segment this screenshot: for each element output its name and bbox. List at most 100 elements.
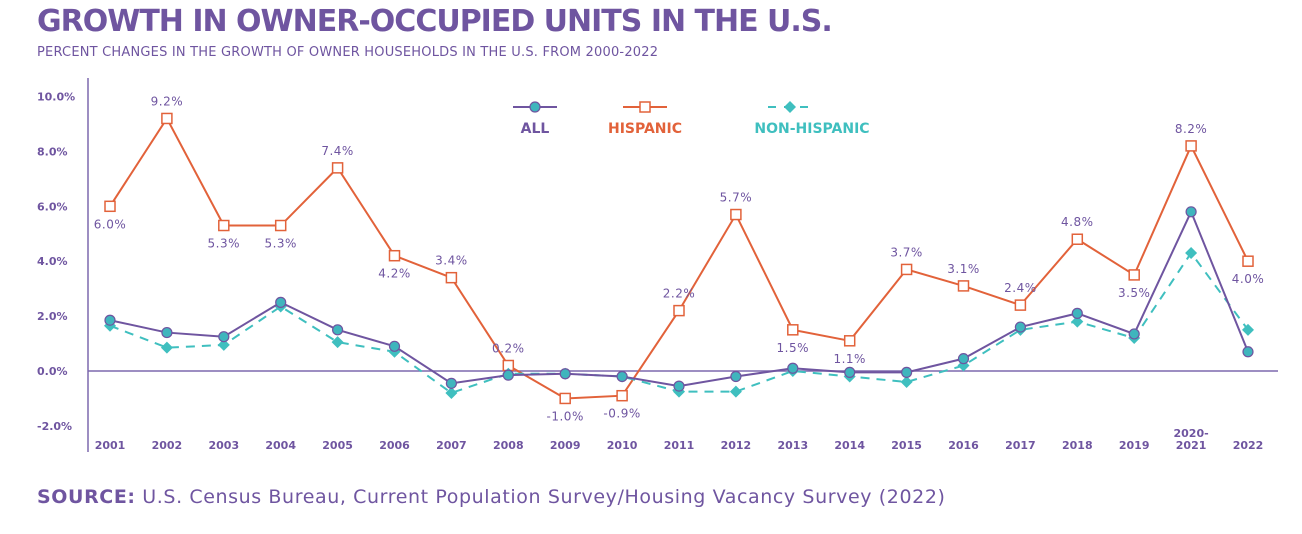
- data-label-hispanic: 5.7%: [720, 191, 753, 205]
- data-point-all: [900, 366, 913, 378]
- x-tick-label: 2008: [493, 439, 524, 452]
- data-point-hispanic: [616, 389, 628, 402]
- data-point-non-hispanic: [331, 336, 344, 349]
- data-point-hispanic: [445, 271, 458, 284]
- legend-label: HISPANIC: [608, 121, 682, 137]
- data-point-all: [1185, 206, 1197, 218]
- data-point-hispanic: [900, 263, 913, 276]
- x-tick-label: 2004: [265, 439, 296, 452]
- data-point-hispanic: [218, 219, 230, 232]
- data-point-all: [161, 326, 173, 339]
- data-point-non-hispanic: [900, 375, 913, 388]
- x-tick-label: 2003: [208, 439, 239, 452]
- data-label-hispanic: 4.0%: [1232, 272, 1265, 286]
- x-tick-label: 2010: [607, 439, 638, 452]
- legend-label: ALL: [521, 121, 550, 137]
- data-point-non-hispanic: [160, 341, 173, 354]
- data-label-hispanic: 3.1%: [947, 262, 980, 276]
- x-tick-label: 2022: [1233, 439, 1264, 452]
- data-point-hispanic: [559, 392, 571, 405]
- x-tick-label: 2019: [1119, 439, 1150, 452]
- x-tick-label: 2009: [550, 439, 581, 452]
- data-point-all: [104, 314, 116, 326]
- data-point-non-hispanic: [729, 385, 742, 398]
- data-label-hispanic: 2.4%: [1004, 281, 1037, 295]
- data-point-hispanic: [274, 219, 287, 232]
- data-label-hispanic: -1.0%: [547, 409, 584, 423]
- data-label-hispanic: 1.5%: [777, 341, 810, 355]
- x-tick-label: 2005: [322, 439, 353, 452]
- data-point-hispanic: [1185, 140, 1197, 152]
- data-point-hispanic: [388, 249, 401, 262]
- data-label-hispanic: -0.9%: [603, 407, 640, 421]
- data-point-all: [559, 368, 571, 380]
- x-tick-label: 2012: [721, 439, 752, 452]
- data-point-hispanic: [673, 304, 685, 317]
- data-point-non-hispanic: [1071, 315, 1084, 328]
- x-tick-label: 2020-: [1174, 427, 1209, 440]
- data-label-hispanic: 5.3%: [208, 237, 241, 251]
- x-tick-label: 2006: [379, 439, 410, 452]
- data-point-hispanic: [1242, 255, 1254, 267]
- data-point-all: [1014, 321, 1027, 333]
- x-tick-label: 2011: [664, 439, 695, 452]
- data-point-hispanic: [331, 162, 344, 174]
- data-label-hispanic: 5.3%: [264, 237, 297, 251]
- data-point-non-hispanic: [445, 386, 458, 399]
- data-point-hispanic: [843, 335, 856, 347]
- data-point-hispanic: [161, 112, 173, 125]
- data-point-all: [730, 370, 742, 383]
- data-point-all: [1071, 307, 1083, 319]
- data-point-hispanic: [1014, 299, 1027, 311]
- x-tick-label: 2017: [1005, 439, 1036, 452]
- data-point-hispanic: [1071, 233, 1084, 245]
- data-label-hispanic: 8.2%: [1175, 122, 1208, 136]
- x-tick-label: 2015: [891, 439, 922, 452]
- source-text: U.S. Census Bureau, Current Population S…: [135, 486, 946, 508]
- y-tick-label: 4.0%: [37, 255, 68, 268]
- data-label-hispanic: 7.4%: [321, 144, 354, 158]
- chart-title: GROWTH IN OWNER-OCCUPIED UNITS IN THE U.…: [37, 4, 833, 39]
- x-tick-label: 2007: [436, 439, 467, 452]
- data-point-all: [445, 377, 457, 389]
- y-tick-label: -2.0%: [37, 420, 72, 433]
- data-point-hispanic: [787, 324, 799, 336]
- data-point-hispanic: [730, 208, 742, 221]
- data-point-all: [218, 331, 230, 343]
- chart-subtitle: PERCENT CHANGES IN THE GROWTH OF OWNER H…: [37, 45, 659, 60]
- x-tick-label: 2001: [95, 439, 126, 452]
- data-label-hispanic: 3.5%: [1118, 286, 1151, 300]
- data-point-hispanic: [957, 280, 970, 292]
- x-tick-label: 2016: [948, 439, 979, 452]
- data-point-all: [673, 380, 685, 392]
- data-point-all: [502, 369, 514, 381]
- data-point-hispanic: [104, 200, 116, 213]
- data-point-all: [1128, 328, 1140, 340]
- data-point-all: [388, 340, 401, 352]
- y-tick-label: 0.0%: [37, 365, 68, 378]
- y-tick-label: 2.0%: [37, 310, 68, 323]
- series-line-hispanic: [109, 116, 1249, 400]
- data-label-hispanic: 4.8%: [1061, 215, 1094, 229]
- x-tick-label: 2014: [834, 439, 865, 452]
- data-point-all: [1242, 346, 1254, 358]
- data-point-all: [787, 362, 799, 374]
- data-label-hispanic: 0.2%: [492, 342, 525, 356]
- legend-square-marker: [639, 101, 651, 113]
- data-point-all: [275, 296, 287, 308]
- data-point-non-hispanic: [217, 338, 230, 351]
- data-point-non-hispanic: [1242, 323, 1254, 336]
- data-label-hispanic: 9.2%: [151, 94, 184, 108]
- legend-diamond-marker: [784, 101, 796, 113]
- data-label-hispanic: 2.2%: [663, 287, 696, 301]
- source-note: SOURCE: U.S. Census Bureau, Current Popu…: [37, 486, 946, 508]
- x-tick-label: 2021: [1176, 439, 1207, 452]
- legend-circle-marker: [529, 101, 541, 113]
- data-label-hispanic: 1.1%: [833, 352, 866, 366]
- x-tick-label: 2018: [1062, 439, 1093, 452]
- y-tick-label: 10.0%: [37, 91, 75, 104]
- data-label-hispanic: 3.7%: [890, 245, 923, 259]
- data-point-all: [332, 324, 344, 336]
- data-point-all: [844, 366, 856, 378]
